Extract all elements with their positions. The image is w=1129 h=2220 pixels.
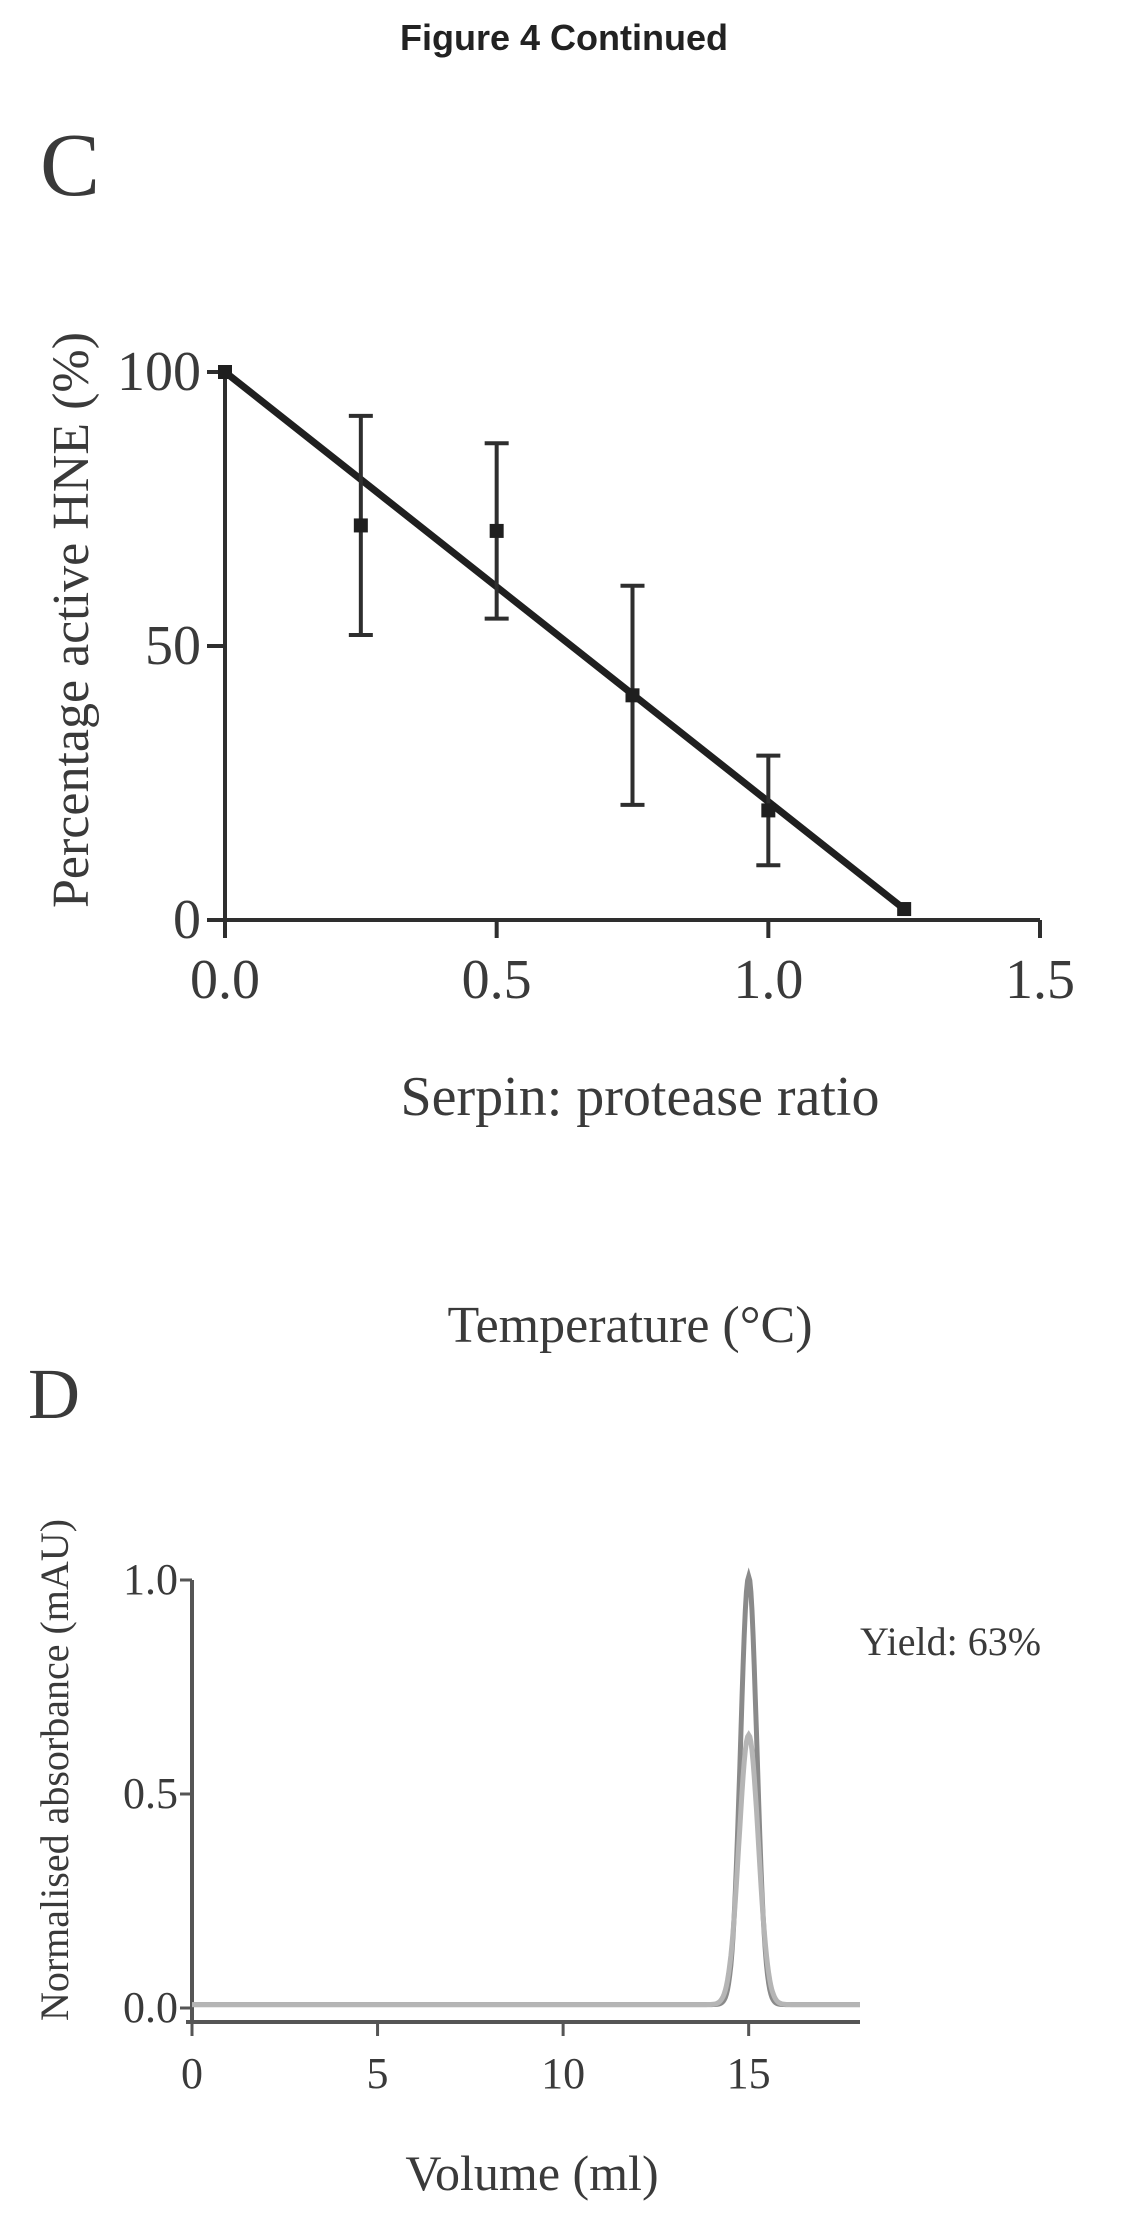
chart-c-x-tick-label: 0.0 [190, 949, 260, 1011]
panel-c-label: C [40, 116, 100, 215]
chart-d-x-tick-label: 10 [541, 2049, 585, 2098]
chart-c-fit-line [222, 369, 907, 912]
chart-d-y-tick-label: 0.0 [123, 1983, 178, 2032]
chart-c: C 0.0 0.5 1.0 1.5 0 50 100 Percentage active H… [40, 116, 1075, 1128]
chart-c-plot: 0.0 0.5 1.0 1.5 0 50 100 [117, 341, 1075, 1011]
chart-d-plot: 0 5 10 15 0.0 0.5 1.0 [123, 1555, 860, 2098]
chart-c-x-tick-label: 1.0 [733, 949, 803, 1011]
chart-d-annotation: Yield: 63% [860, 1619, 1041, 1664]
chart-c-y-label: Percentage active HNE (%) [43, 332, 100, 908]
chart-d-x-label: Volume (ml) [405, 2145, 658, 2201]
chart-d-title: Temperature (°C) [447, 1297, 812, 1354]
chart-d-y-tick-label: 1.0 [123, 1555, 178, 1604]
chart-c-data-point [353, 518, 368, 533]
chart-c-y-tick-label: 50 [145, 615, 201, 677]
chart-d-x-tick-label: 5 [367, 2049, 389, 2098]
chart-d-series-line [192, 1567, 860, 2008]
figure-title: Figure 4 Continued [400, 17, 728, 58]
chart-c-data-point [218, 365, 232, 379]
chart-d-series-line [192, 1730, 860, 2008]
chart-c-x-tick-label: 1.5 [1005, 949, 1075, 1011]
chart-c-data-point [625, 688, 640, 703]
chart-c-data-point [897, 902, 912, 917]
chart-c-data-point [761, 803, 776, 818]
chart-d: D Temperature (°C) 0 5 10 15 0.0 0.5 1.0 Norma… [28, 1297, 1041, 2201]
chart-c-y-tick-label: 0 [173, 889, 201, 951]
chart-d-x-tick-label: 0 [181, 2049, 203, 2098]
chart-c-data-point [489, 523, 504, 538]
chart-d-y-tick-label: 0.5 [123, 1769, 178, 1818]
chart-c-x-label: Serpin: protease ratio [401, 1066, 880, 1128]
chart-c-y-tick-label: 100 [117, 341, 201, 403]
chart-d-y-label: Normalised absorbance (mAU) [32, 1519, 77, 2021]
chart-d-x-tick-label: 15 [727, 2049, 771, 2098]
chart-c-x-tick-label: 0.5 [462, 949, 532, 1011]
panel-d-label: D [28, 1354, 80, 1434]
